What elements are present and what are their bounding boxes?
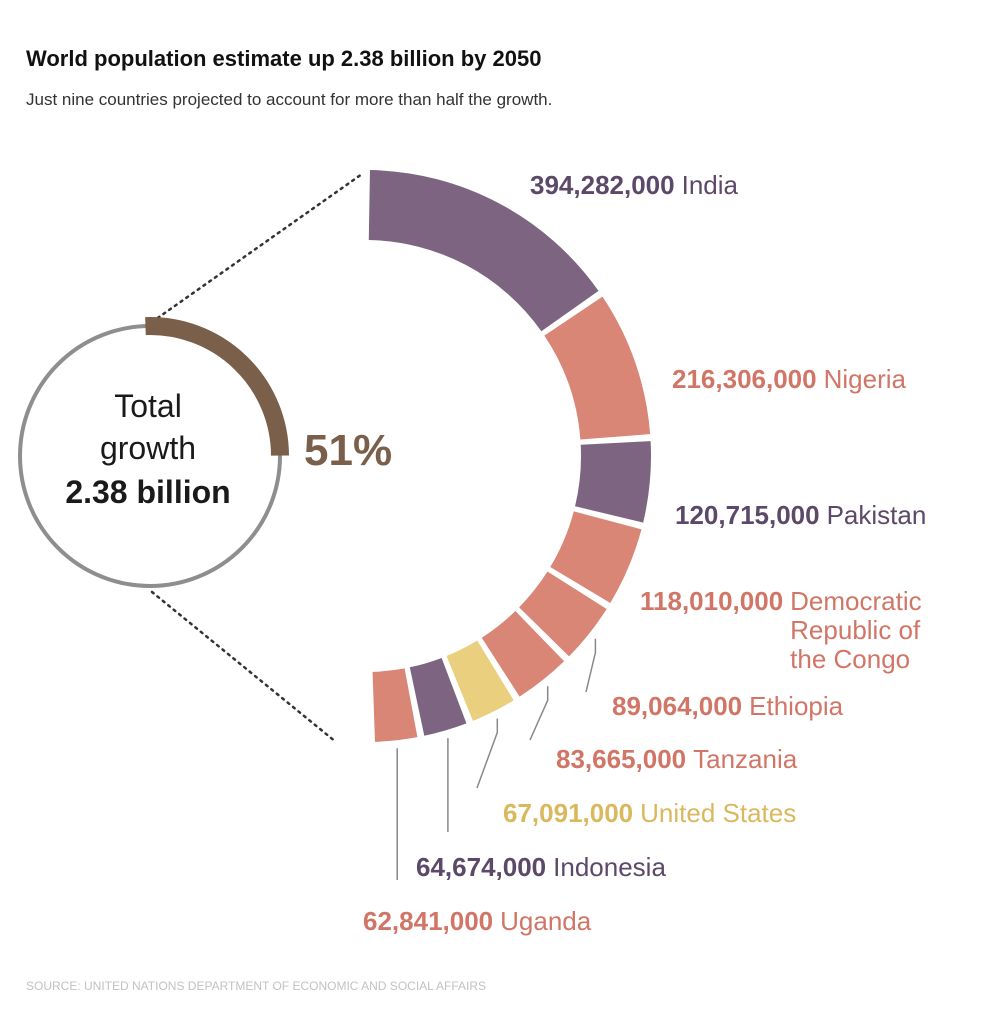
country-name-uganda: Uganda bbox=[500, 906, 592, 936]
label-nigeria: 216,306,000 Nigeria bbox=[672, 364, 907, 394]
arc-segment-ethiopia bbox=[519, 571, 607, 657]
label-leader-lines bbox=[396, 638, 597, 880]
label-ethiopia: 89,064,000 Ethiopia bbox=[612, 691, 844, 721]
arc-segment-tanzania bbox=[481, 611, 565, 697]
value-label-tanzania: 83,665,000 bbox=[556, 744, 686, 774]
value-label-india: 394,282,000 bbox=[530, 170, 675, 200]
total-label-line1: Total bbox=[114, 388, 182, 424]
country-name-indonesia: Indonesia bbox=[553, 852, 666, 882]
arc-segment-nigeria bbox=[544, 296, 651, 440]
connector-top bbox=[150, 172, 364, 324]
share-arc bbox=[145, 317, 289, 456]
country-name-nigeria: Nigeria bbox=[824, 364, 907, 394]
value-label-indonesia: 64,674,000 bbox=[416, 852, 546, 882]
zoom-connector-lines bbox=[150, 172, 364, 744]
country-name-democratic-republic-of-the-congo-line3: the Congo bbox=[790, 644, 910, 674]
country-name-democratic-republic-of-the-congo-line2: Republic of bbox=[790, 615, 921, 645]
leader-line-tanzania bbox=[529, 686, 549, 741]
arc-segment-uganda bbox=[372, 668, 418, 742]
value-label-nigeria: 216,306,000 bbox=[672, 364, 817, 394]
country-arc-segments bbox=[368, 170, 652, 742]
label-united-states: 67,091,000 United States bbox=[503, 798, 796, 828]
country-name-ethiopia: Ethiopia bbox=[749, 691, 843, 721]
label-indonesia: 64,674,000 Indonesia bbox=[416, 852, 666, 882]
label-tanzania: 83,665,000 Tanzania bbox=[556, 744, 798, 774]
arc-segment-united-states bbox=[446, 640, 514, 721]
total-growth-ring bbox=[18, 317, 289, 588]
chart-subtitle: Just nine countries projected to account… bbox=[26, 90, 553, 109]
value-label-uganda: 62,841,000 bbox=[363, 906, 493, 936]
share-percentage-label: 51% bbox=[304, 426, 392, 475]
total-label-line2: growth bbox=[100, 430, 196, 466]
label-democratic-republic-of-the-congo: 118,010,000 Democratic bbox=[640, 586, 922, 616]
total-growth-value: 2.38 billion bbox=[65, 474, 230, 510]
label-pakistan: 120,715,000 Pakistan bbox=[675, 500, 926, 530]
total-growth-summary: Total growth 2.38 billion 51% bbox=[65, 388, 392, 510]
chart-title: World population estimate up 2.38 billio… bbox=[26, 46, 542, 71]
country-name-democratic-republic-of-the-congo: Democratic bbox=[790, 586, 921, 616]
arc-segment-indonesia bbox=[409, 657, 467, 736]
country-name-tanzania: Tanzania bbox=[693, 744, 798, 774]
value-label-democratic-republic-of-the-congo: 118,010,000 bbox=[640, 586, 783, 616]
country-name-pakistan: Pakistan bbox=[827, 500, 927, 530]
arc-segment-india bbox=[368, 170, 599, 332]
label-india: 394,282,000 India bbox=[530, 170, 739, 200]
leader-line-ethiopia bbox=[585, 638, 597, 693]
leader-line-united-states bbox=[476, 718, 499, 789]
value-label-ethiopia: 89,064,000 bbox=[612, 691, 742, 721]
country-labels: 394,282,000 India 216,306,000 Nigeria 120,71… bbox=[363, 170, 926, 936]
connector-bottom bbox=[150, 590, 338, 744]
country-name-united-states: United States bbox=[640, 798, 796, 828]
arc-segment-democratic-republic-of-the-congo bbox=[550, 511, 642, 604]
value-label-united-states: 67,091,000 bbox=[503, 798, 633, 828]
source-note: SOURCE: UNITED NATIONS DEPARTMENT OF ECO… bbox=[26, 979, 487, 993]
arc-segment-pakistan bbox=[575, 441, 652, 523]
label-uganda: 62,841,000 Uganda bbox=[363, 906, 592, 936]
country-name-india: India bbox=[682, 170, 739, 200]
value-label-pakistan: 120,715,000 bbox=[675, 500, 820, 530]
